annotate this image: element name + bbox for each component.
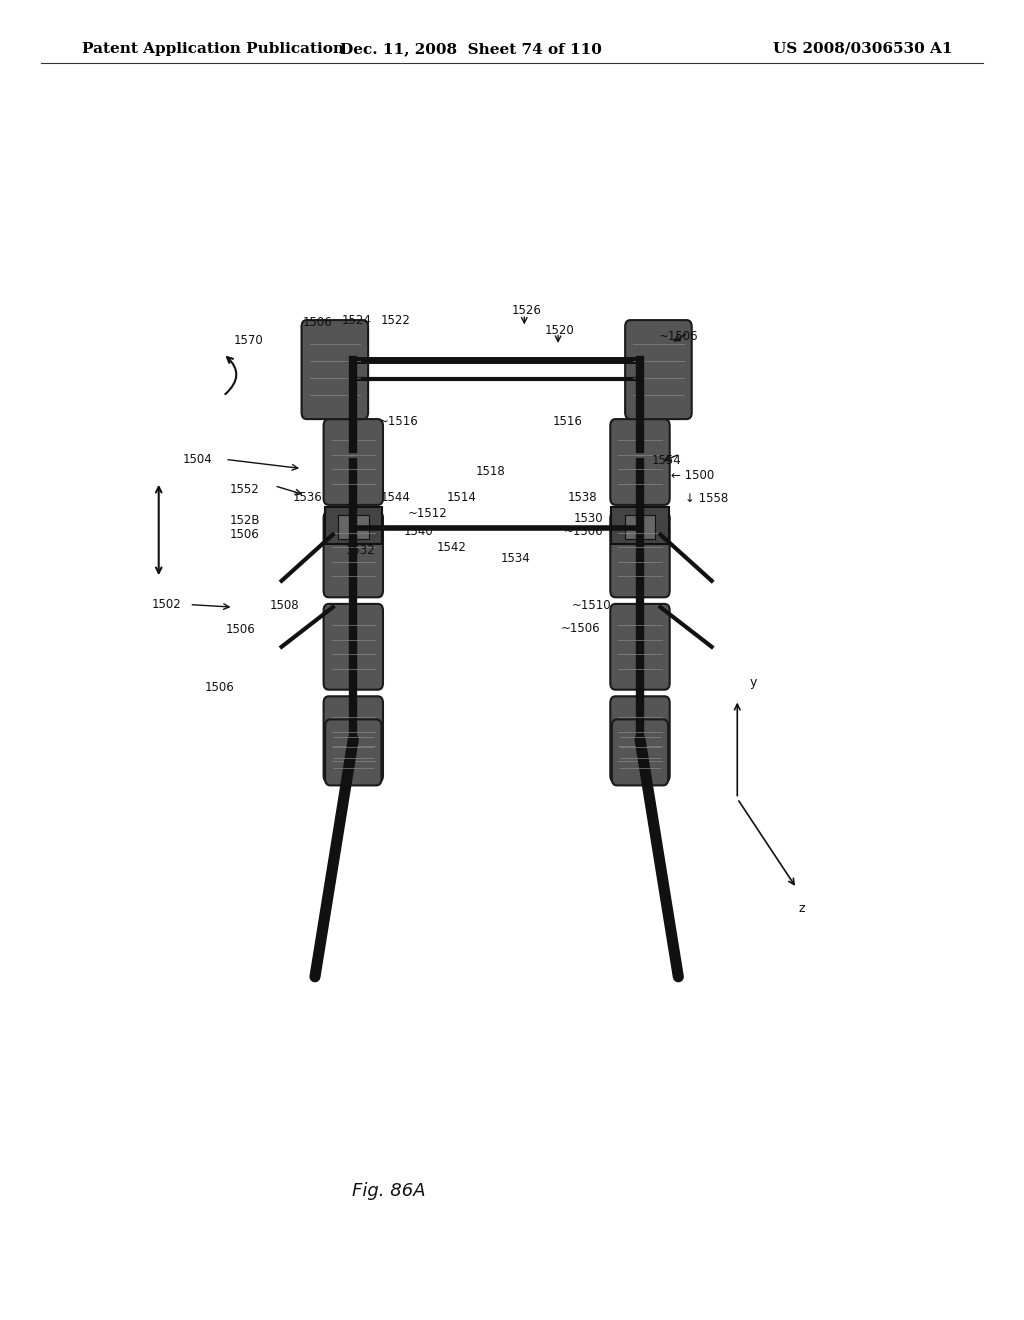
Text: 1502: 1502 — [152, 598, 181, 611]
Text: 1506: 1506 — [303, 315, 333, 329]
Text: ~1506: ~1506 — [564, 525, 604, 539]
Text: 1570: 1570 — [233, 334, 263, 347]
Text: 1554: 1554 — [651, 454, 681, 467]
Text: ← 1500: ← 1500 — [671, 469, 714, 482]
Text: 1524: 1524 — [342, 314, 372, 327]
FancyBboxPatch shape — [610, 605, 670, 689]
Text: ~1506: ~1506 — [658, 330, 698, 343]
FancyBboxPatch shape — [625, 321, 692, 420]
FancyBboxPatch shape — [324, 697, 383, 781]
Text: ~1516: ~1516 — [379, 414, 419, 428]
FancyBboxPatch shape — [324, 418, 383, 504]
Text: 1540: 1540 — [403, 525, 433, 539]
FancyBboxPatch shape — [325, 719, 381, 785]
FancyBboxPatch shape — [610, 511, 670, 597]
Text: 1542: 1542 — [436, 541, 466, 554]
Text: Patent Application Publication: Patent Application Publication — [82, 42, 344, 55]
Text: ~1506: ~1506 — [561, 622, 601, 635]
Text: 1536: 1536 — [293, 491, 323, 504]
FancyBboxPatch shape — [610, 697, 670, 781]
Text: 1508: 1508 — [269, 599, 299, 612]
FancyBboxPatch shape — [612, 719, 669, 785]
Text: 1516: 1516 — [553, 414, 583, 428]
Text: 1518: 1518 — [476, 465, 506, 478]
Text: 1504: 1504 — [182, 453, 212, 466]
Bar — [338, 515, 369, 539]
Text: Fig. 86A: Fig. 86A — [352, 1181, 426, 1200]
Text: 1506: 1506 — [205, 681, 234, 694]
Bar — [625, 515, 655, 539]
FancyBboxPatch shape — [324, 511, 383, 597]
Text: y: y — [750, 676, 757, 689]
FancyBboxPatch shape — [301, 321, 368, 420]
Text: 1520: 1520 — [545, 323, 574, 337]
Text: 1552: 1552 — [229, 483, 259, 496]
FancyBboxPatch shape — [324, 605, 383, 689]
Text: ~1510: ~1510 — [571, 599, 611, 612]
Text: 1538: 1538 — [567, 491, 597, 504]
Text: 1530: 1530 — [573, 512, 603, 525]
Text: Dec. 11, 2008  Sheet 74 of 110: Dec. 11, 2008 Sheet 74 of 110 — [340, 42, 602, 55]
Bar — [611, 507, 669, 544]
Text: 1514: 1514 — [446, 491, 476, 504]
Text: US 2008/0306530 A1: US 2008/0306530 A1 — [773, 42, 952, 55]
Text: 1522: 1522 — [381, 314, 411, 327]
Text: 1534: 1534 — [501, 552, 530, 565]
Text: ~1512: ~1512 — [408, 507, 447, 520]
Text: ↓ 1558: ↓ 1558 — [685, 492, 728, 506]
Text: z: z — [799, 902, 805, 915]
Text: 1544: 1544 — [381, 491, 411, 504]
Text: 1526: 1526 — [512, 304, 542, 317]
Bar — [325, 507, 382, 544]
Text: 1532: 1532 — [346, 544, 376, 557]
Text: 1506: 1506 — [229, 528, 259, 541]
Text: 1506: 1506 — [225, 623, 255, 636]
FancyBboxPatch shape — [610, 418, 670, 504]
Text: 152B: 152B — [229, 513, 260, 527]
